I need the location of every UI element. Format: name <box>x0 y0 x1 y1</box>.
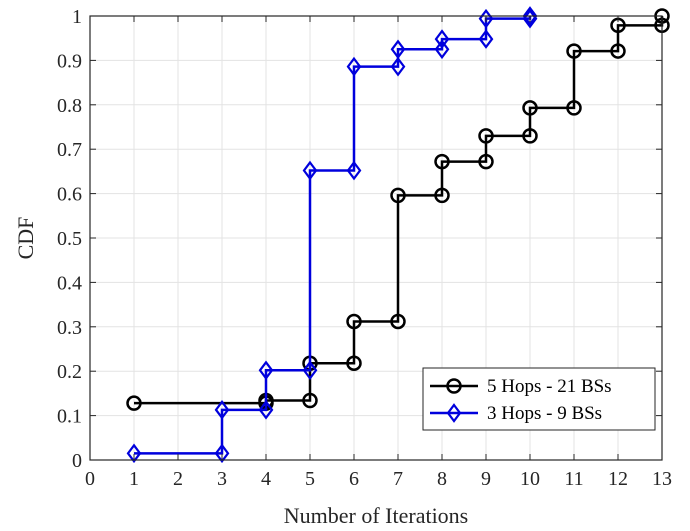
series-2-point <box>390 39 406 60</box>
series-2-point <box>214 399 230 420</box>
x-tick-label: 10 <box>520 468 540 490</box>
y-tick-label: 0.3 <box>57 317 82 339</box>
x-tick-label: 2 <box>173 468 183 490</box>
series-2-point <box>258 360 274 381</box>
series-1-point <box>566 100 582 116</box>
y-tick-label: 0 <box>72 450 82 472</box>
y-tick-label: 0.2 <box>57 361 82 383</box>
x-tick-label: 8 <box>437 468 447 490</box>
series-2-point <box>346 56 362 77</box>
series-1-point <box>346 355 362 371</box>
series-2-point <box>478 29 494 49</box>
legend-marker-series-1 <box>446 378 462 394</box>
series-1-point <box>478 153 494 170</box>
x-tick-label: 3 <box>217 468 227 490</box>
x-tick-label: 6 <box>349 468 359 490</box>
series-1-step-line <box>134 16 664 405</box>
series-1-point <box>302 392 318 409</box>
y-tick-label: 0.5 <box>57 228 82 250</box>
legend-label-series-2: 3 Hops - 9 BSs <box>487 403 602 424</box>
series-1-point <box>390 313 406 330</box>
x-tick-label: 5 <box>305 468 315 490</box>
series-2-point <box>434 39 450 60</box>
x-tick-label: 7 <box>393 468 403 490</box>
series-1-point <box>566 43 582 59</box>
legend-marker-series-2 <box>446 403 462 423</box>
y-tick-label: 0.8 <box>57 95 82 117</box>
series-1-point <box>434 153 450 170</box>
series-2-point <box>126 443 142 464</box>
series-2-point <box>302 160 318 181</box>
y-tick-label: 0.4 <box>57 272 82 294</box>
series-2-point <box>346 160 362 181</box>
x-tick-label: 13 <box>652 468 672 490</box>
y-tick-label: 0.6 <box>57 184 82 206</box>
y-tick-label: 1 <box>72 6 82 28</box>
x-tick-label: 1 <box>129 468 139 490</box>
series-1-point <box>434 187 450 204</box>
x-tick-label: 11 <box>564 468 583 490</box>
series-2-point <box>258 399 274 420</box>
y-tick-label: 0.7 <box>57 139 82 161</box>
series-2-point <box>522 6 538 26</box>
x-tick-label: 9 <box>481 468 491 490</box>
legend-box <box>422 367 656 431</box>
axis-ticks: 0 1 2 3 4 5 6 7 8 9 10 11 12 1300.10.20.30.40.50.60.7… <box>57 6 672 490</box>
y-tick-label: 0.9 <box>57 50 82 72</box>
legend: 5 Hops - 21 BSs 3 Hops - 9 BSs <box>422 367 656 431</box>
series-2-point <box>214 443 230 464</box>
series-2-point <box>302 360 318 381</box>
series-2-point <box>390 56 406 77</box>
x-tick-label: 4 <box>261 468 271 490</box>
series-1-point <box>610 43 626 59</box>
x-tick-label: 12 <box>608 468 628 490</box>
y-tick-label: 0.1 <box>57 406 82 428</box>
y-axis-label: CDF <box>13 217 38 260</box>
series-1-point <box>522 128 538 144</box>
series-1-point <box>478 128 494 144</box>
series-layer <box>126 6 670 464</box>
series-1-point <box>126 395 142 411</box>
series-1-point <box>522 100 538 116</box>
x-tick-label: 0 <box>85 468 95 490</box>
x-axis-label: Number of Iterations <box>284 503 469 528</box>
legend-label-series-1: 5 Hops - 21 BSs <box>487 376 612 397</box>
series-1-point <box>346 313 362 330</box>
series-1-point <box>390 187 406 204</box>
series-2-point <box>434 29 450 49</box>
